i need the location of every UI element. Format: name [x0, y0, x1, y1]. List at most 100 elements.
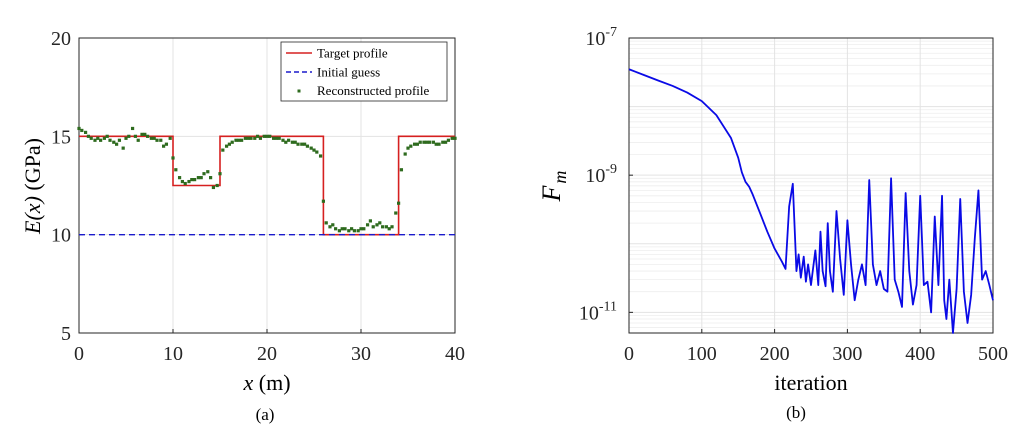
reconstructed-point [418, 140, 422, 144]
reconstructed-point [437, 142, 441, 146]
legend-initial-label: Initial guess [317, 65, 380, 80]
reconstructed-point [262, 134, 266, 138]
reconstructed-point [324, 221, 328, 225]
reconstructed-point [227, 142, 231, 146]
reconstructed-point [300, 142, 304, 146]
panel-a-ylabel-unit: (GPa) [20, 138, 45, 196]
reconstructed-point [281, 138, 285, 142]
reconstructed-point [86, 134, 90, 138]
reconstructed-point [328, 225, 332, 229]
reconstructed-point [199, 176, 203, 180]
reconstructed-point [331, 223, 335, 227]
reconstructed-point [293, 140, 297, 144]
panel-b-series [628, 68, 994, 334]
panel-b-ylabel: Fm [537, 171, 570, 203]
reconstructed-point [130, 126, 135, 131]
panel-a-xtick-label: 40 [445, 343, 465, 365]
reconstructed-point [290, 140, 294, 144]
reconstructed-point [253, 136, 257, 140]
reconstructed-point [206, 170, 210, 174]
reconstructed-point [246, 136, 250, 140]
ytick-base: 10 [579, 302, 599, 324]
reconstructed-point [243, 136, 247, 140]
reconstructed-point [409, 144, 413, 148]
reconstructed-point [371, 225, 375, 229]
reconstructed-point [412, 142, 417, 146]
reconstructed-point [221, 148, 225, 152]
legend-target-label: Target profile [317, 46, 388, 61]
reconstructed-point [387, 227, 391, 231]
reconstructed-point [133, 134, 137, 138]
reconstructed-point [384, 225, 388, 229]
reconstructed-point [136, 138, 140, 142]
reconstructed-point [240, 138, 244, 142]
reconstructed-point [422, 140, 426, 144]
reconstructed-point [303, 142, 307, 146]
reconstructed-point [112, 140, 116, 144]
reconstructed-point [450, 136, 454, 140]
reconstructed-point [441, 140, 445, 144]
panel-b-xtick-label: 500 [978, 343, 1008, 365]
reconstructed-point [155, 138, 159, 142]
reconstructed-point [96, 136, 100, 140]
reconstructed-point [337, 229, 341, 233]
panel-b-ylabel-base: F [537, 184, 566, 202]
panel-b-ytick-label: 10-7 [585, 25, 617, 50]
reconstructed-point [180, 179, 184, 184]
reconstructed-point [378, 221, 382, 225]
reconstructed-point [453, 136, 457, 140]
reconstructed-point [347, 229, 351, 233]
reconstructed-point [124, 136, 128, 140]
panel-b-grid [628, 38, 994, 334]
reconstructed-point [305, 144, 310, 148]
reconstructed-point [343, 227, 347, 231]
reconstructed-point [274, 136, 278, 140]
panel-a-xlabel: x (m) [242, 370, 290, 395]
panel-a-ylabel: E(x) (GPa) [20, 138, 45, 235]
reconstructed-point [271, 136, 276, 140]
panel-a-xtick-label: 30 [351, 343, 371, 365]
reconstructed-point [211, 185, 216, 190]
reconstructed-point [143, 132, 147, 136]
reconstructed-point [434, 142, 438, 146]
reconstructed-point [284, 140, 288, 144]
reconstructed-point [152, 136, 156, 140]
ytick-exponent: -7 [605, 25, 617, 40]
panel-a-series [77, 126, 457, 236]
panel-b-xlabel: iteration [774, 370, 847, 395]
reconstructed-point [356, 229, 360, 233]
reconstructed-point [162, 144, 166, 148]
reconstructed-point [425, 140, 429, 144]
reconstructed-point [102, 136, 106, 140]
reconstructed-point [296, 142, 300, 146]
reconstructed-point [362, 227, 366, 231]
reconstructed-point [108, 138, 112, 142]
panel-b-xtick-label: 300 [832, 343, 862, 365]
panel-a-xlabel-unit: (m) [253, 370, 290, 395]
reconstructed-point [375, 223, 379, 227]
reconstructed-point [352, 229, 357, 233]
panel-a-ytick-label: 20 [51, 28, 71, 50]
panel-a-legend: Target profile Initial guess Reconstruct… [280, 41, 448, 102]
panel-a-ytick-label: 15 [51, 126, 71, 148]
reconstructed-point [431, 140, 435, 144]
panel-b-xtick-label: 100 [687, 343, 717, 365]
reconstructed-point [215, 183, 219, 188]
reconstructed-point [258, 136, 263, 140]
reconstructed-point [428, 140, 432, 144]
panel-b-ytick-label: 10-11 [579, 299, 617, 324]
reconstructed-point [406, 146, 410, 150]
reconstructed-point [334, 227, 338, 231]
panel-a-ticks: 0 10 20 30 40 5 10 15 20 [51, 28, 465, 365]
reconstructed-point [234, 138, 238, 142]
reconstructed-point [117, 138, 122, 142]
reconstructed-point [446, 138, 451, 142]
target-profile-line [79, 135, 455, 236]
panel-b-ylabel-sub: m [550, 171, 570, 184]
reconstructed-point [193, 178, 197, 182]
reconstructed-point [202, 172, 206, 176]
panel-b-axes-box [628, 37, 994, 334]
reconstructed-point [444, 140, 448, 144]
reconstructed-point [287, 138, 291, 142]
panel-a-ytick-label: 5 [61, 323, 71, 345]
